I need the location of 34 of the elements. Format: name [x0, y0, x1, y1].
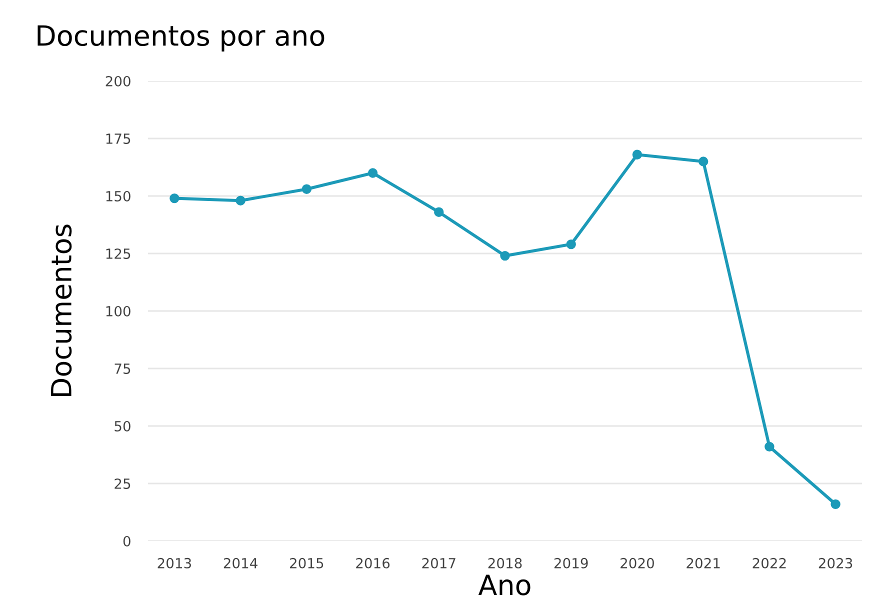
point [368, 168, 378, 178]
point [698, 156, 708, 166]
point [632, 150, 642, 160]
x-tick-label: 2023 [818, 558, 852, 568]
y-tick-label: 125 [106, 248, 130, 259]
point [764, 442, 774, 452]
x-tick-label: 2014 [224, 558, 258, 568]
x-tick-label: 2015 [290, 558, 324, 568]
point [566, 239, 576, 250]
point [236, 196, 246, 206]
y-tick-label: 175 [106, 134, 130, 144]
x-tick-label: 2019 [554, 558, 588, 568]
chart-title: Documentos por ano [38, 25, 324, 52]
x-axis-title: Ano [478, 574, 530, 596]
point [830, 499, 840, 510]
x-tick-label: 2021 [686, 558, 720, 568]
y-tick-label: 50 [114, 420, 130, 432]
y-tick-label: 150 [106, 190, 130, 202]
y-axis-title: Documentos [51, 224, 72, 396]
x-tick-label: 2018 [488, 558, 522, 568]
y-tick-label: 200 [106, 76, 130, 86]
point [500, 250, 510, 261]
x-tick-label: 2013 [158, 558, 192, 568]
point [170, 193, 180, 204]
x-tick-label: 2016 [356, 558, 390, 568]
y-tick-label: 25 [114, 478, 130, 489]
y-tick-label: 100 [106, 306, 130, 316]
x-tick-label: 2022 [752, 558, 786, 568]
y-tick-label: 75 [114, 364, 130, 374]
y-tick-label: 0 [123, 536, 130, 546]
x-tick-label: 2017 [422, 558, 456, 568]
x-tick-label: 2020 [620, 558, 654, 568]
point [434, 207, 444, 217]
point [302, 184, 312, 194]
